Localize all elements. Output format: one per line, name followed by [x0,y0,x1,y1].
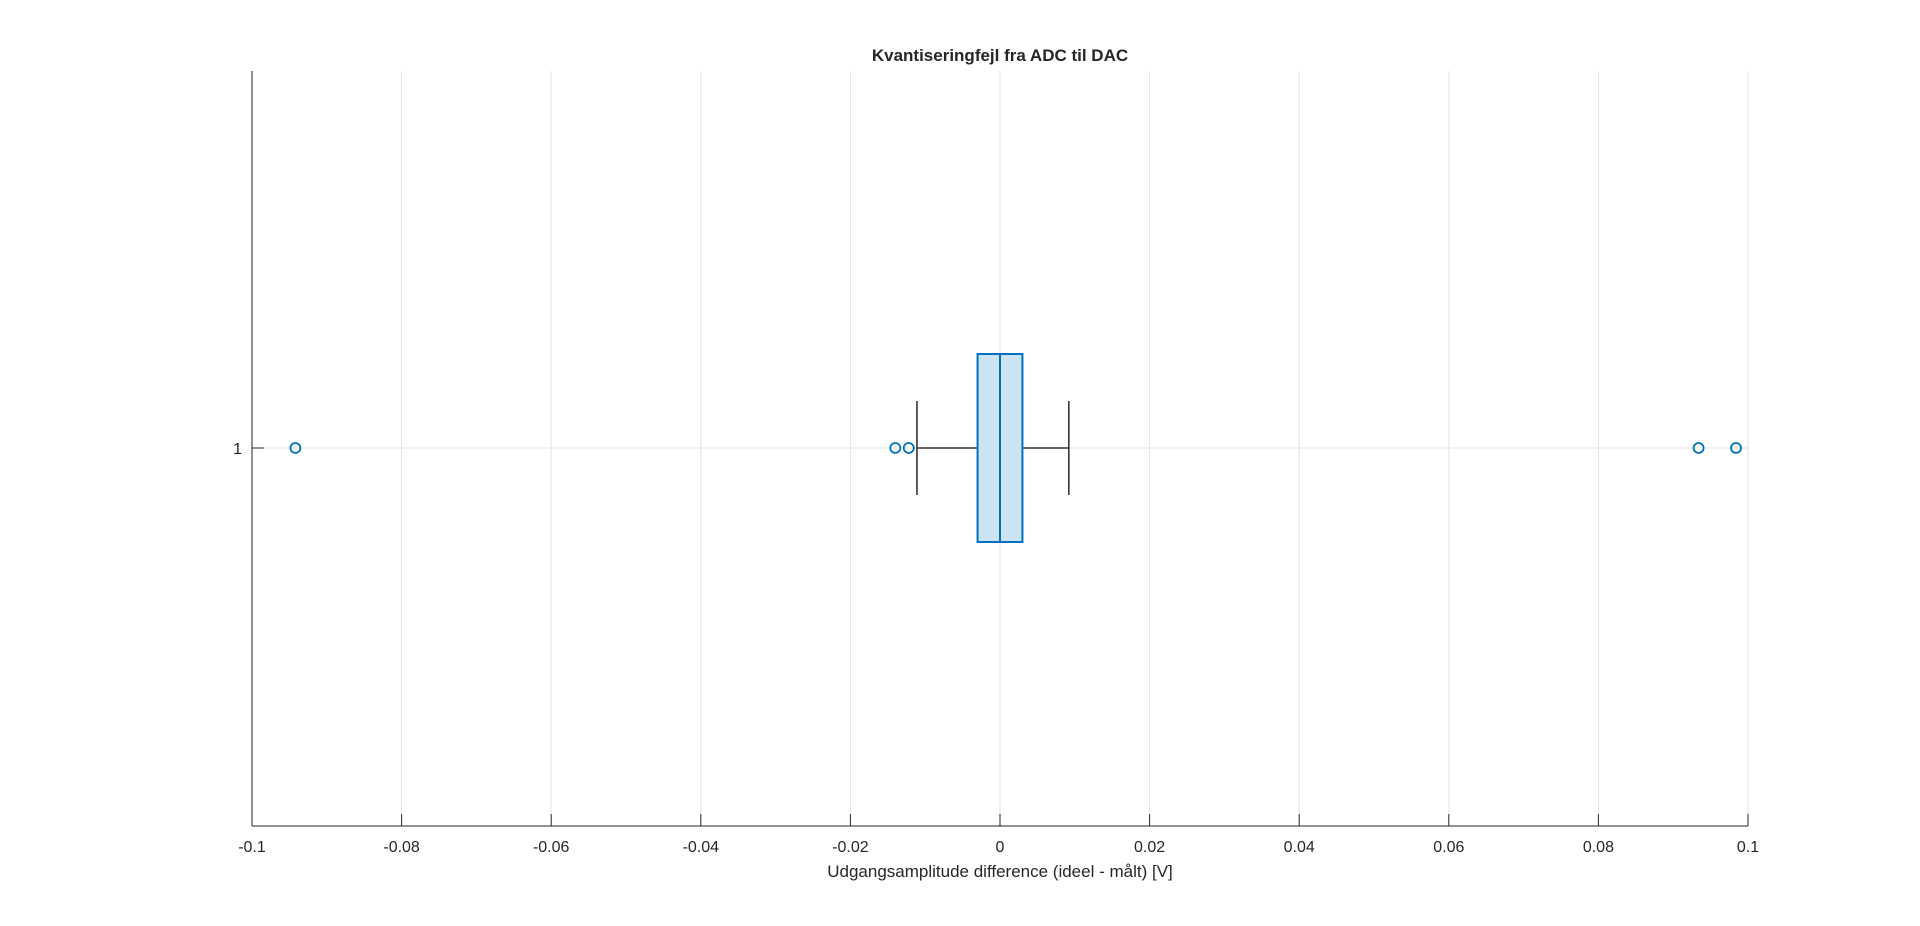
tick-labels: -0.1 -0.08 -0.06 -0.04 -0.02 0 0.02 0.04 0.06 0.0… [233,441,1759,856]
x-tick-label: -0.08 [383,839,420,856]
x-tick-label: 0 [996,839,1005,856]
y-tick-label: 1 [233,441,242,458]
outlier-point [289,442,302,454]
x-tick-label: -0.04 [683,839,720,856]
x-tick-label: -0.06 [533,839,570,856]
outlier-point [1692,442,1705,454]
x-tick-label: 0.1 [1737,839,1759,856]
x-tick-label: -0.1 [238,839,266,856]
x-axis-title: Udgangsamplitude difference (ideel - mål… [827,862,1173,881]
tick-marks [251,447,1749,826]
x-tick-label: 0.08 [1583,839,1614,856]
chart-title: Kvantiseringfejl fra ADC til DAC [872,46,1128,65]
x-tick-label: 0.04 [1284,839,1315,856]
x-tick-label: 0.02 [1134,839,1165,856]
x-tick-label: 0.06 [1433,839,1464,856]
outliers [289,442,1742,454]
outlier-point [889,442,902,454]
x-tick-label: -0.02 [832,839,869,856]
outlier-point [902,442,915,454]
outlier-point [1730,442,1742,454]
box-plot [916,353,1070,543]
